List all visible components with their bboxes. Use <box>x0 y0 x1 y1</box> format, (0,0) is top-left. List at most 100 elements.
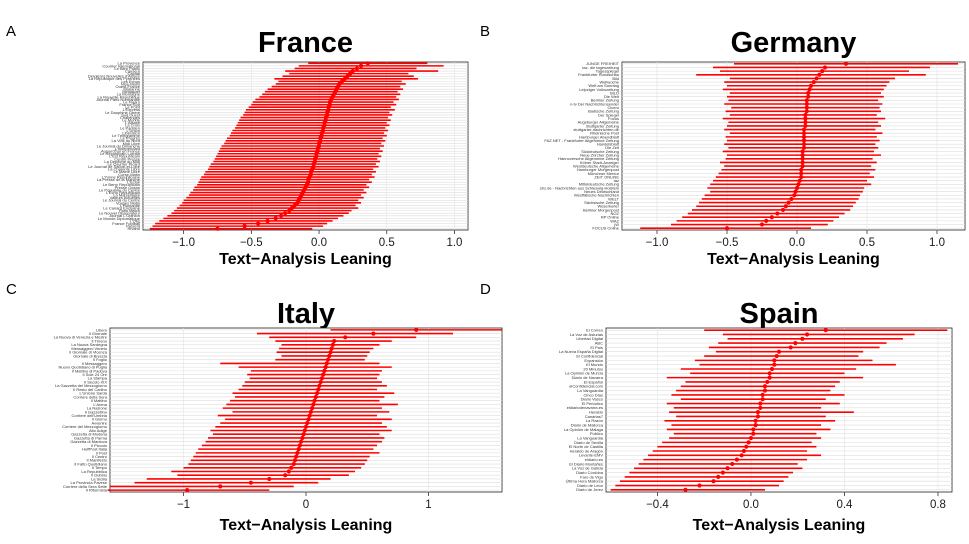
outlet-label: La Voz de Galicia <box>572 466 604 471</box>
outlet-label: El País <box>590 345 603 350</box>
outlet-label: Les Echos <box>121 79 140 84</box>
outlet-label: Diario de Navarra <box>572 375 604 380</box>
x-tick-label: 0.0 <box>789 237 805 249</box>
point-estimate <box>774 353 779 359</box>
point-estimate <box>310 406 315 411</box>
outlet-label: Welt am Sonntag <box>588 83 619 88</box>
point-estimate <box>345 74 350 79</box>
point-estimate <box>711 479 716 484</box>
outlet-label: Rivarol <box>128 226 141 231</box>
point-estimate <box>291 461 296 467</box>
point-estimate <box>804 105 809 110</box>
point-estimate <box>780 207 786 213</box>
outlet-label: eldiariodenavarra.es <box>567 405 603 410</box>
outlet-label: L'Obs <box>130 218 140 223</box>
outlet-label: Aujourd'hui en France <box>101 149 141 154</box>
outlet-label: Diario Córdoba <box>576 470 604 475</box>
point-estimate <box>300 435 305 441</box>
point-estimate <box>297 443 302 448</box>
point-estimate <box>808 83 814 88</box>
outlet-label: Heraldo de Aragón <box>570 448 603 453</box>
outlet-label: Il Secolo XIX <box>84 379 107 384</box>
outlet-label: Bild <box>612 76 619 81</box>
outlet-label: Tagesspiegel <box>596 69 619 74</box>
point-estimate <box>760 397 765 402</box>
outlet-label: Dernières Nouvelles d'Alsace <box>88 74 141 79</box>
outlet-label: Die Welt <box>604 94 620 99</box>
outlet-label: La Nouvelle République <box>98 94 141 99</box>
point-estimate <box>725 466 730 471</box>
outlet-label: El Correo <box>586 328 604 333</box>
point-estimate <box>324 361 329 366</box>
outlet-label: Le Nouvel Observateur <box>99 211 141 216</box>
point-estimate <box>350 68 355 74</box>
outlet-label: FOCUS Online <box>592 226 619 231</box>
outlet-label: Le Courrier Picard <box>108 161 140 166</box>
outlet-label: Il Dubbio <box>91 473 108 478</box>
outlet-label: El Confidencial <box>576 353 603 358</box>
outlet-label: Il Mattino di Padova <box>72 368 108 373</box>
point-estimate <box>817 72 822 77</box>
point-estimate <box>800 160 805 165</box>
outlet-label: Neue Zürcher Zeitung <box>580 153 619 158</box>
point-estimate <box>323 365 328 370</box>
point-estimate <box>772 362 777 367</box>
outlet-label: Giornale di Brescia <box>73 353 108 358</box>
point-estimate <box>332 338 337 344</box>
x-tick-label: 1.0 <box>446 237 462 249</box>
outlet-label: Diario de Jerez <box>576 487 603 492</box>
point-estimate <box>762 384 768 389</box>
point-estimate <box>746 440 751 445</box>
outlet-label: L'Écho Républicain <box>106 190 140 195</box>
x-axis-label: Text−Analysis Leaning <box>220 517 393 534</box>
point-estimate <box>339 79 345 84</box>
outlet-label: Il Mattino <box>91 398 108 403</box>
point-estimate <box>801 142 807 147</box>
point-estimate <box>767 375 772 380</box>
point-estimate <box>769 366 775 372</box>
outlet-label: Le Bien Public <box>114 66 140 71</box>
x-tick-label: −0.5 <box>716 237 739 249</box>
outlet-label: Le Berry Républicain <box>103 182 140 187</box>
outlet-label: Nuovo Quotidiano di Puglia <box>59 365 108 370</box>
outlet-label: Cinco Días <box>583 392 603 397</box>
outlet-label: Faro de Vigo <box>580 474 604 479</box>
outlet-label: La Croix <box>125 123 140 128</box>
outlet-label: elConfidencial.com <box>569 384 603 389</box>
outlet-label: Münchner Merkur <box>588 171 620 176</box>
point-estimate <box>807 87 812 92</box>
outlet-label: La Voz de Asturias <box>570 332 603 337</box>
outlet-label: Le Dauphiné Libéré <box>105 110 141 115</box>
point-estimate <box>801 127 807 132</box>
outlet-label: jW <box>613 222 619 227</box>
point-estimate <box>305 420 310 426</box>
outlet-label: La Opinión de Málaga <box>564 427 604 432</box>
outlet-label: El Mundo <box>586 362 604 367</box>
outlet-label: Corriere della Sera <box>73 394 107 399</box>
point-estimate <box>751 431 756 436</box>
outlet-label: La République des Pyrénées <box>89 76 140 81</box>
point-estimate <box>314 391 320 396</box>
outlet-label: Diario de León <box>577 483 603 488</box>
outlet-label: Midi Libre <box>123 141 141 146</box>
outlet-label: NOZ <box>611 211 620 216</box>
x-tick-label: 0.0 <box>311 237 327 249</box>
outlet-label: shz.de - Nachrichten aus Schleswig-Holst… <box>540 185 619 190</box>
point-estimate <box>801 145 807 150</box>
outlet-label: Levante-EMV <box>579 453 604 458</box>
point-estimate <box>303 424 309 429</box>
x-tick-label: −1.0 <box>172 237 195 249</box>
point-estimate <box>730 461 735 467</box>
point-estimate <box>769 215 774 220</box>
point-estimate <box>724 226 730 231</box>
point-estimate <box>283 211 288 216</box>
outlet-label: France Soir <box>119 102 140 107</box>
outlet-label: Le Monde Diplomatique <box>98 216 141 221</box>
outlet-label: Stuttgarter Zeitung <box>586 123 619 128</box>
point-estimate <box>343 335 348 340</box>
outlet-label: L'Éclair <box>127 180 141 185</box>
point-estimate <box>283 473 288 478</box>
x-axis-label: Text−Analysis Leaning <box>707 251 880 268</box>
outlet-label: ZEIT ONLINE <box>594 174 619 179</box>
